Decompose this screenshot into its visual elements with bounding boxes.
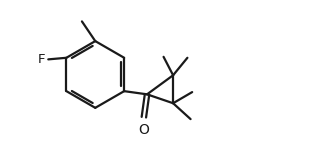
Text: O: O bbox=[138, 123, 149, 137]
Text: F: F bbox=[38, 53, 45, 66]
